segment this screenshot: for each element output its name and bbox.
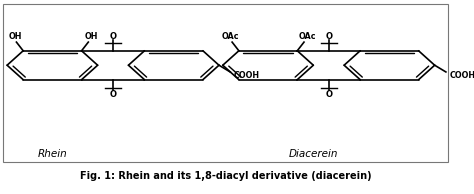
Text: O: O xyxy=(109,90,117,99)
Text: Rhein: Rhein xyxy=(37,149,67,159)
Text: COOH: COOH xyxy=(449,71,474,80)
Text: COOH: COOH xyxy=(234,71,260,80)
Text: OH: OH xyxy=(85,32,98,41)
Text: Diacerein: Diacerein xyxy=(288,149,338,159)
Text: OAc: OAc xyxy=(222,32,239,41)
Text: OH: OH xyxy=(9,32,22,41)
Text: OAc: OAc xyxy=(299,32,316,41)
Text: O: O xyxy=(325,32,332,41)
Text: O: O xyxy=(109,32,117,41)
Text: Fig. 1: Rhein and its 1,8-diacyl derivative (diacerein): Fig. 1: Rhein and its 1,8-diacyl derivat… xyxy=(80,171,371,181)
Bar xyxy=(3,3,448,163)
Text: O: O xyxy=(325,90,332,99)
